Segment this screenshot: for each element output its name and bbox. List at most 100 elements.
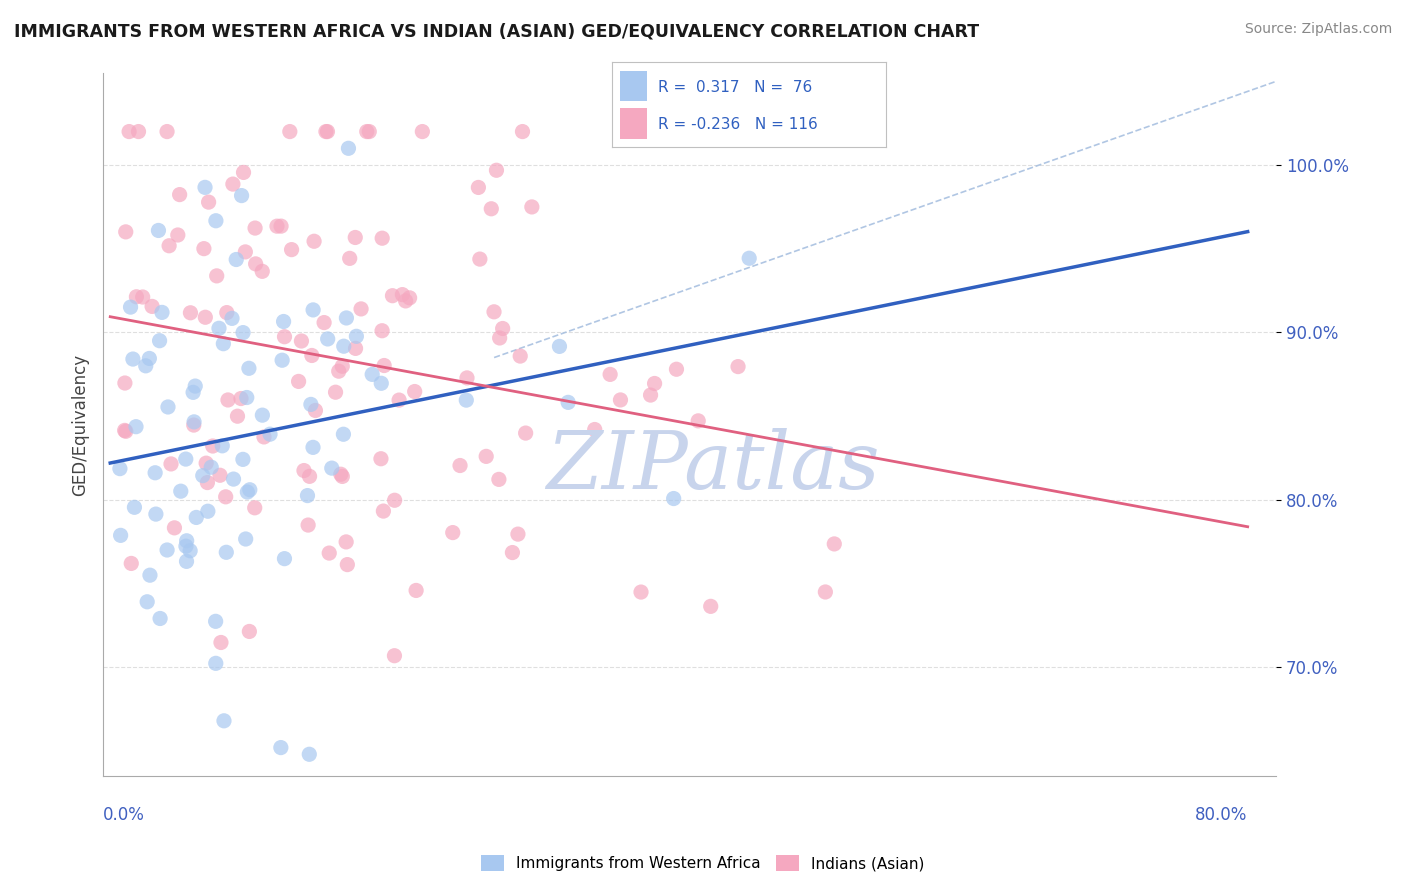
Point (328, 364, 350, 378)
Point (512, 124, 534, 138)
Point (388, 393, 411, 408)
Point (149, 611, 172, 625)
Point (211, 439, 233, 453)
Point (302, 441, 325, 455)
Point (110, 528, 132, 542)
Point (143, 466, 166, 480)
Point (321, 461, 343, 475)
Point (332, 427, 354, 442)
Legend: Immigrants from Western Africa, Indians (Asian): Immigrants from Western Africa, Indians … (475, 849, 931, 877)
Point (330, 469, 353, 483)
Point (197, 195, 219, 210)
Point (108, 461, 131, 475)
Text: IMMIGRANTS FROM WESTERN AFRICA VS INDIAN (ASIAN) GED/EQUIVALENCY CORRELATION CHA: IMMIGRANTS FROM WESTERN AFRICA VS INDIAN… (14, 22, 979, 40)
Point (273, 314, 295, 328)
Point (302, 302, 325, 317)
Point (120, 557, 142, 571)
Point (384, 493, 406, 508)
Point (245, 257, 267, 271)
Point (238, 361, 260, 376)
Y-axis label: GED/Equivalency: GED/Equivalency (72, 353, 89, 496)
Point (405, 583, 427, 598)
Point (179, 306, 201, 320)
Point (212, 336, 235, 351)
Point (270, 219, 292, 234)
Point (222, 177, 245, 191)
Point (231, 188, 253, 202)
Point (184, 379, 207, 393)
FancyBboxPatch shape (620, 71, 647, 102)
Point (243, 221, 266, 235)
Point (456, 371, 478, 385)
Point (316, 124, 339, 138)
Text: R = -0.236   N = 116: R = -0.236 N = 116 (658, 117, 818, 132)
Point (131, 290, 153, 304)
Point (814, 585, 837, 599)
Point (304, 403, 326, 417)
Point (114, 376, 136, 390)
Point (727, 359, 749, 374)
Point (297, 489, 319, 503)
Text: 0.0%: 0.0% (103, 806, 145, 824)
Point (204, 615, 226, 629)
Point (222, 472, 245, 486)
Point (337, 141, 360, 155)
Point (118, 124, 141, 138)
Point (156, 400, 179, 414)
Point (186, 510, 208, 524)
Point (302, 234, 325, 248)
Point (208, 321, 231, 335)
Point (441, 525, 464, 540)
Point (394, 293, 416, 308)
Point (738, 252, 761, 266)
Point (359, 124, 381, 138)
Point (226, 409, 249, 424)
Point (688, 414, 710, 428)
Point (174, 539, 197, 553)
Point (238, 624, 260, 639)
Point (329, 467, 352, 482)
Point (139, 568, 162, 582)
Point (456, 393, 478, 408)
Point (361, 368, 384, 382)
Point (467, 180, 489, 194)
Point (194, 310, 217, 325)
Point (318, 546, 340, 560)
Point (273, 551, 295, 566)
Point (215, 490, 238, 504)
Point (212, 714, 235, 728)
Point (166, 227, 188, 242)
Point (371, 231, 394, 245)
Point (174, 452, 197, 467)
FancyBboxPatch shape (620, 108, 647, 139)
Point (232, 326, 254, 340)
Point (215, 305, 238, 319)
Point (344, 329, 367, 343)
Point (370, 376, 392, 391)
Point (235, 532, 257, 546)
Point (236, 485, 259, 500)
Point (344, 230, 367, 244)
Point (280, 243, 302, 257)
Point (138, 351, 160, 366)
Point (191, 468, 214, 483)
Point (640, 388, 662, 402)
Point (373, 359, 395, 373)
Point (297, 518, 319, 533)
Point (371, 324, 394, 338)
Point (136, 595, 159, 609)
Point (384, 648, 406, 663)
Point (208, 468, 231, 483)
Point (509, 349, 531, 363)
Point (141, 300, 163, 314)
Point (194, 180, 217, 194)
Point (201, 439, 224, 453)
Point (298, 469, 321, 483)
Point (156, 124, 179, 138)
Point (266, 219, 288, 234)
Point (292, 464, 315, 478)
Point (236, 391, 259, 405)
Point (373, 504, 395, 518)
Point (233, 244, 256, 259)
Point (548, 339, 571, 353)
